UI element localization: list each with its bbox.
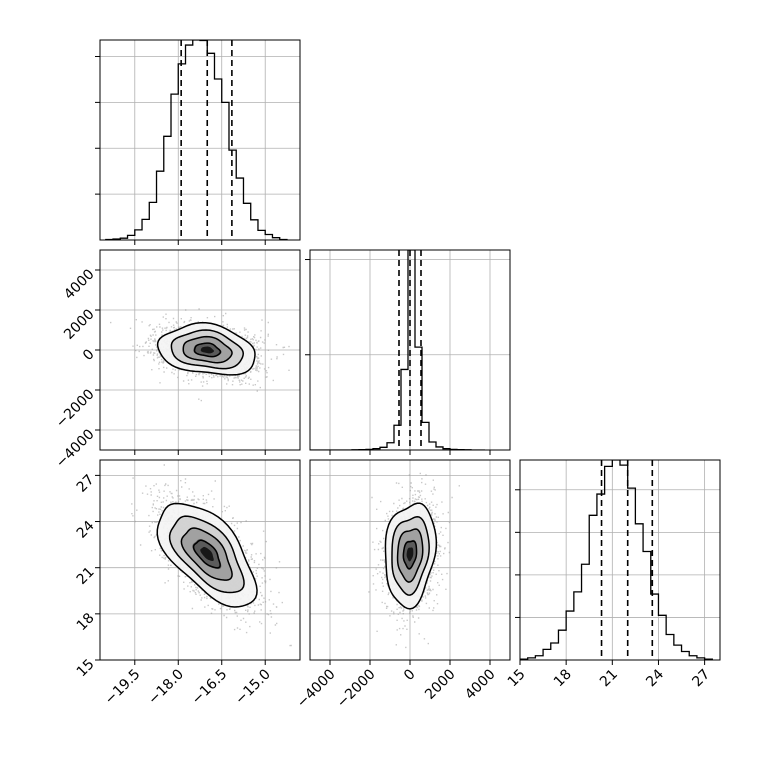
panel-background [100,40,300,240]
contour-line-3 [182,335,233,364]
contour-line-4 [192,539,221,569]
contour-line-4 [402,540,418,570]
panel-frame [99,39,301,241]
x-tick-label: 27 [689,666,713,690]
contour-line-2 [168,515,245,594]
y-tick-label: 4000 [61,266,98,303]
x-tick-label: −4000 [294,666,339,711]
scatter-points [368,472,460,649]
panel-frame [519,459,721,661]
contour-line-4 [193,342,222,358]
x-tick-label: 15 [505,666,529,690]
y-tick-label: 15 [74,656,98,680]
x-tick-label: −16.5 [189,666,231,708]
x-tick-label: 4000 [462,666,499,703]
scatter-body [110,308,290,402]
y-tick-label: 21 [74,564,98,588]
scatter-body [368,472,460,649]
density-level-5 [200,546,214,562]
histogram-panel-1 [95,39,301,241]
y-tick-label: 2000 [61,306,98,343]
contour-line-1 [156,321,256,376]
histogram-panel-2 [305,249,511,451]
contour-line-1 [384,502,438,610]
scatter-panel-3 [309,459,511,661]
density-level-5 [200,346,214,354]
contour-line-2 [170,329,245,370]
contour-line-3 [180,527,233,581]
x-tick-label: 24 [643,666,667,690]
panels [95,39,721,661]
x-tick-label: 0 [401,666,419,684]
x-tick-label: −2000 [334,666,379,711]
x-tick-label: −18.0 [145,666,187,708]
y-tick-label: 24 [74,518,98,542]
contour-line-2 [391,515,430,596]
histogram-step [105,40,288,240]
histogram-step [520,460,713,660]
x-tick-label: 2000 [422,666,459,703]
scatter-panel-2 [99,459,301,661]
x-tick-label: 21 [597,666,621,690]
panel-frame [99,459,301,661]
y-tick-label: 18 [74,610,98,634]
contour-line-3 [396,528,424,583]
y-tick-label: 27 [74,472,98,496]
x-tick-label: −15.0 [232,666,274,708]
scatter-panel-1 [99,249,301,451]
x-tick-label: 18 [551,666,575,690]
y-tick-label: −2000 [53,386,98,431]
x-tick-label: −19.5 [102,666,144,708]
y-tick-label: 0 [80,346,98,364]
y-tick-label: −4000 [53,426,98,471]
histogram-panel-3 [515,459,721,661]
contour-line-1 [156,502,258,608]
density-level-5 [406,547,414,562]
panel-background [520,460,720,660]
scatter-body [131,464,292,647]
